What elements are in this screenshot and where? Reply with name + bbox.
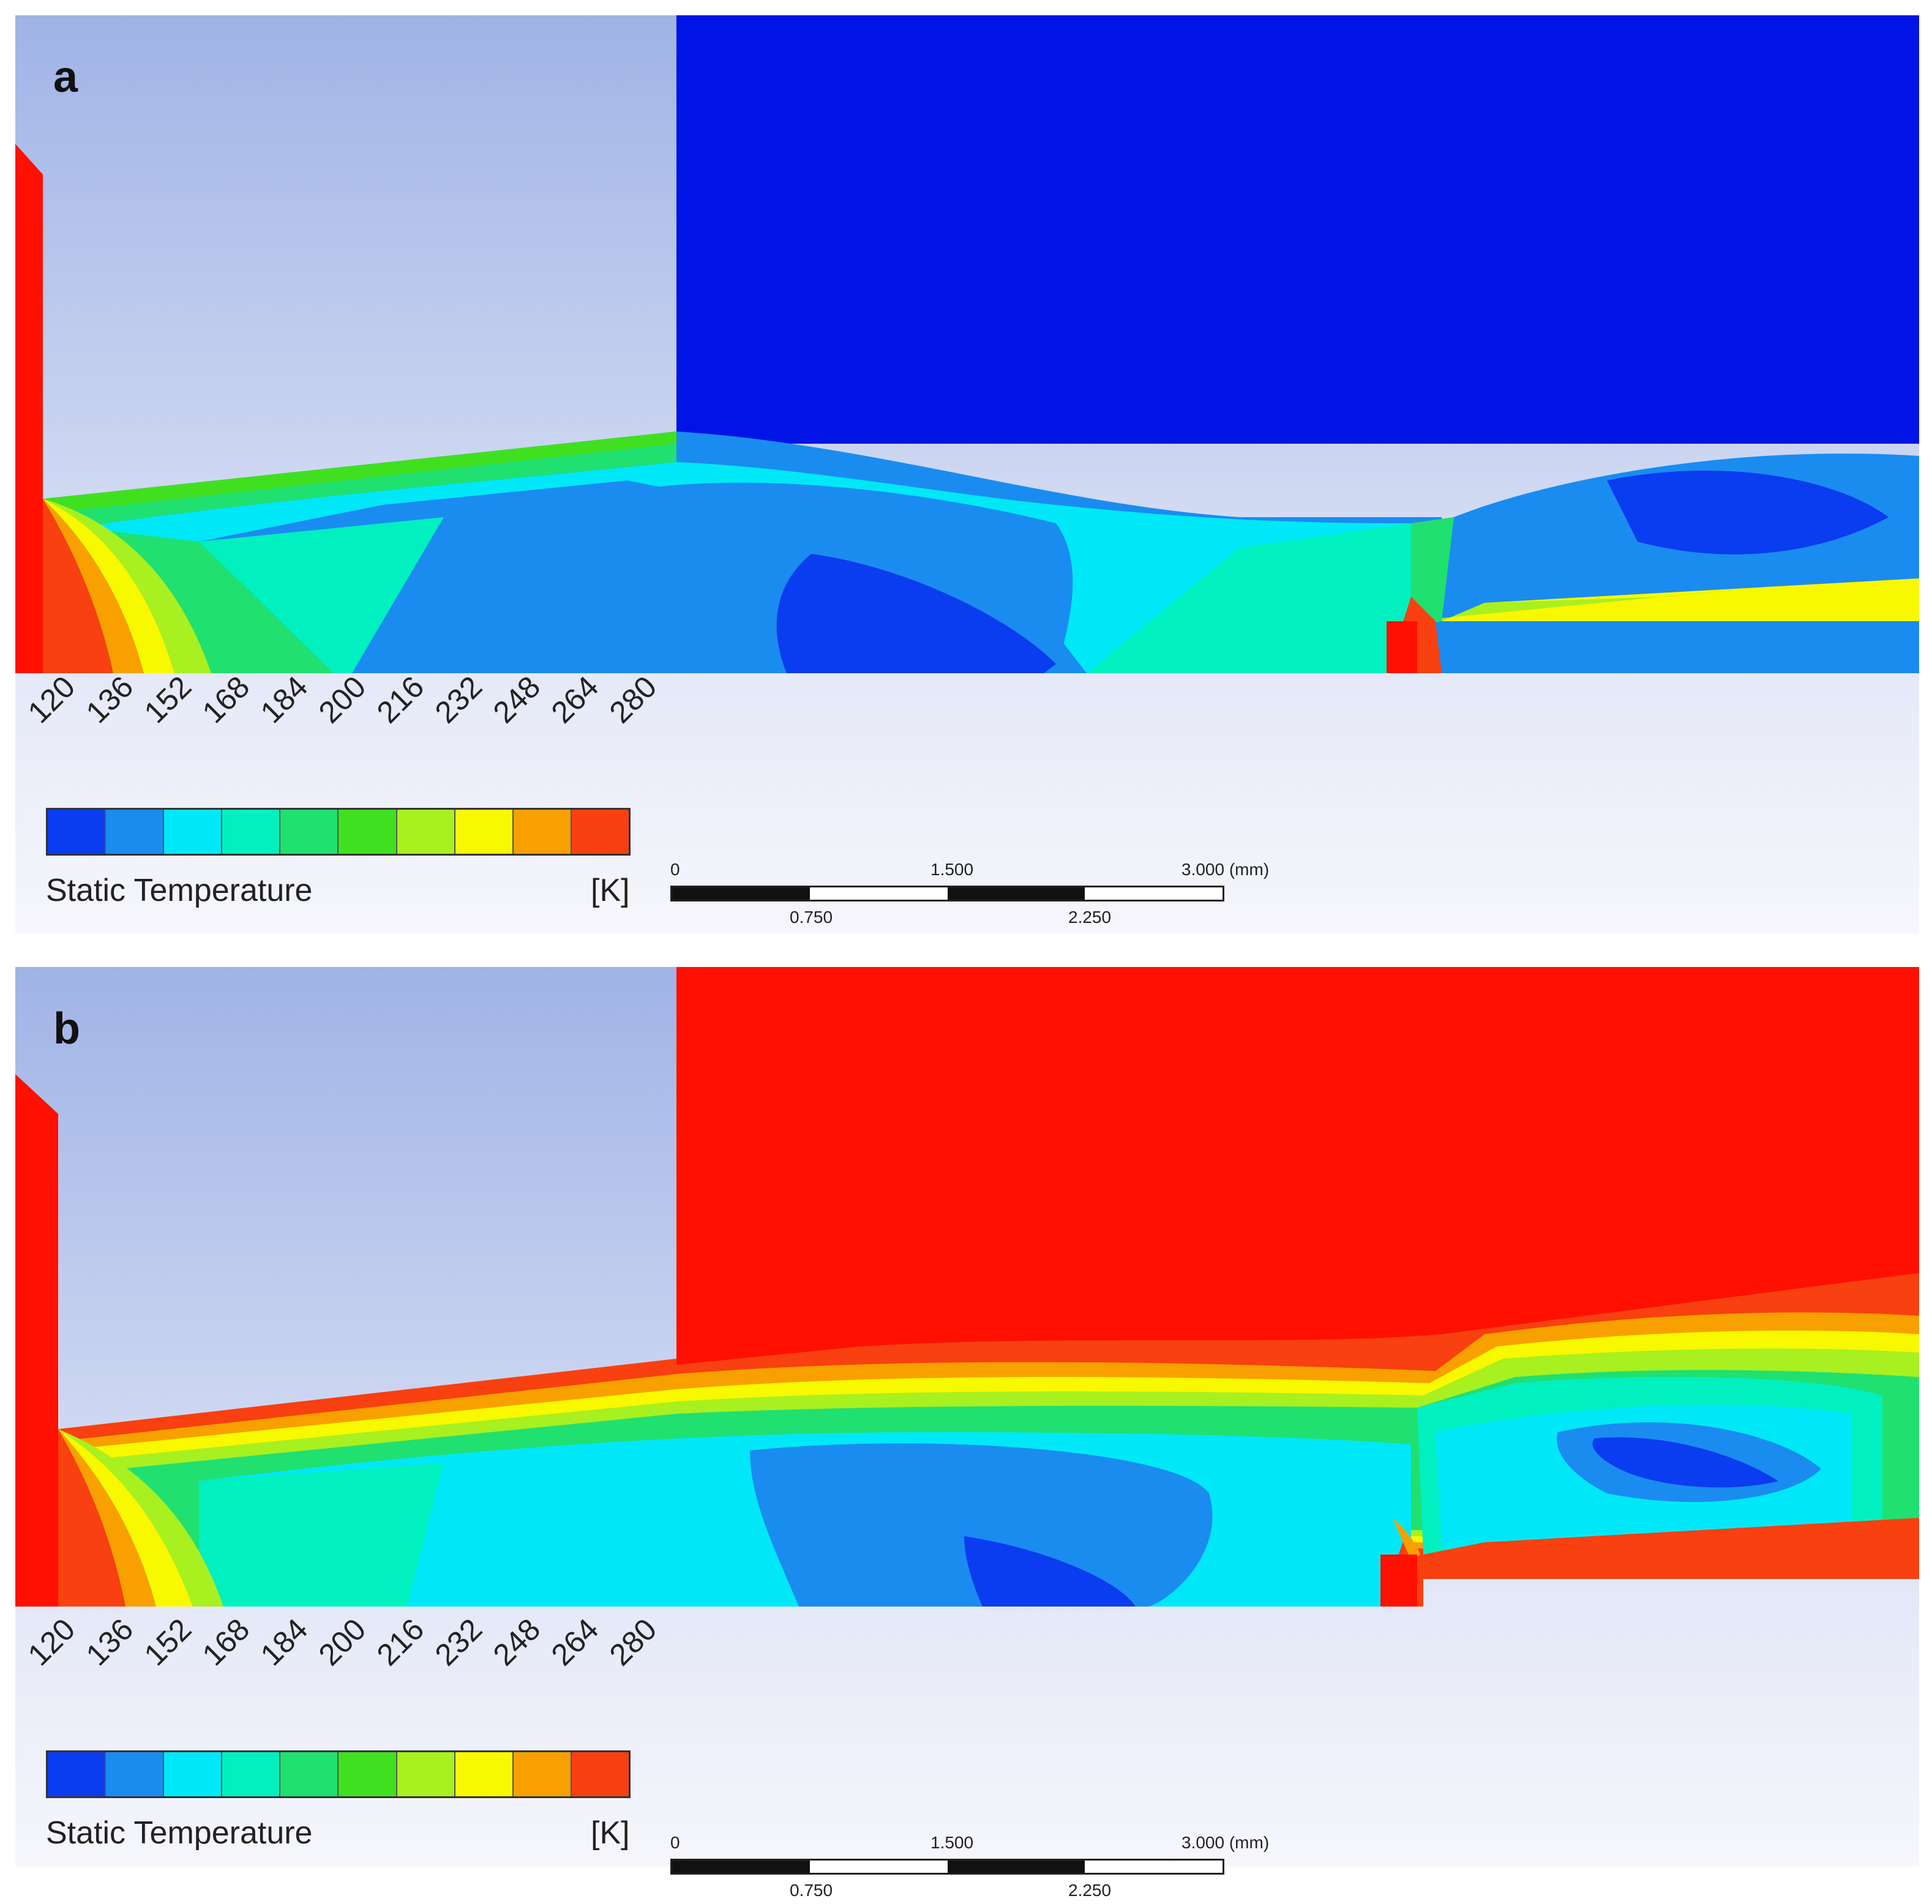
nozzle-wall <box>15 144 43 673</box>
panel-a: a 120 136 152 168 184 200 216 232 248 26… <box>15 15 1919 933</box>
colorbar-segment <box>106 810 165 854</box>
colorbar-segment <box>571 810 629 854</box>
colorbar-segment <box>339 810 397 854</box>
colorbar-segment <box>280 810 339 854</box>
nozzle-wall <box>15 1074 58 1607</box>
panel-label: b <box>53 1004 80 1053</box>
colorbar-segment <box>222 1752 281 1796</box>
scale-label: 1.500 <box>930 1833 974 1852</box>
colorbar-segment <box>164 1752 223 1796</box>
colorbar-segment <box>280 1752 339 1796</box>
step-wall <box>1387 621 1417 673</box>
temperature-contour-a <box>15 15 1919 933</box>
step-wall <box>1380 1555 1417 1607</box>
colorbar-segment <box>164 810 223 854</box>
panel-label: a <box>53 53 78 102</box>
colorbar-segment <box>106 1752 165 1796</box>
colorbar <box>46 1750 631 1798</box>
scale-label: 0 <box>670 860 680 879</box>
legend-title: Static Temperature <box>46 873 313 908</box>
ambient-region <box>676 15 1919 444</box>
colorbar-segment <box>455 1752 514 1796</box>
jet-boundary <box>43 431 676 514</box>
scale-label: 2.250 <box>1068 908 1112 927</box>
colorbar-segment <box>339 1752 397 1796</box>
scale-track <box>670 1859 1224 1875</box>
scale-label: 2.250 <box>1068 1881 1112 1900</box>
panel-b: b 120 136 152 168 184 200 216 232 248 26… <box>15 967 1919 1900</box>
colorbar-segment <box>455 810 514 854</box>
colorbar-segment <box>571 1752 629 1796</box>
colorbar-segment <box>222 810 281 854</box>
colorbar-segment <box>48 810 107 854</box>
legend-unit: [K] <box>591 873 630 908</box>
scale-label: 1.500 <box>930 860 974 879</box>
temperature-contour-b <box>15 967 1919 1867</box>
legend-title: Static Temperature <box>46 1815 313 1851</box>
colorbar-segment <box>397 810 455 854</box>
scale-label: 0.750 <box>790 908 833 927</box>
scale-label: 0.750 <box>790 1881 833 1900</box>
scale-label: 0 <box>670 1833 680 1852</box>
colorbar-segment <box>397 1752 455 1796</box>
scale-track <box>670 886 1224 902</box>
scale-label: 3.000 (mm) <box>1181 1833 1270 1852</box>
colorbar <box>46 808 631 856</box>
colorbar-segment <box>513 810 572 854</box>
scale-label: 3.000 (mm) <box>1181 860 1270 879</box>
colorbar-segment <box>513 1752 572 1796</box>
legend-unit: [K] <box>591 1815 630 1851</box>
ambient-region <box>676 967 1919 1365</box>
colorbar-segment <box>48 1752 107 1796</box>
